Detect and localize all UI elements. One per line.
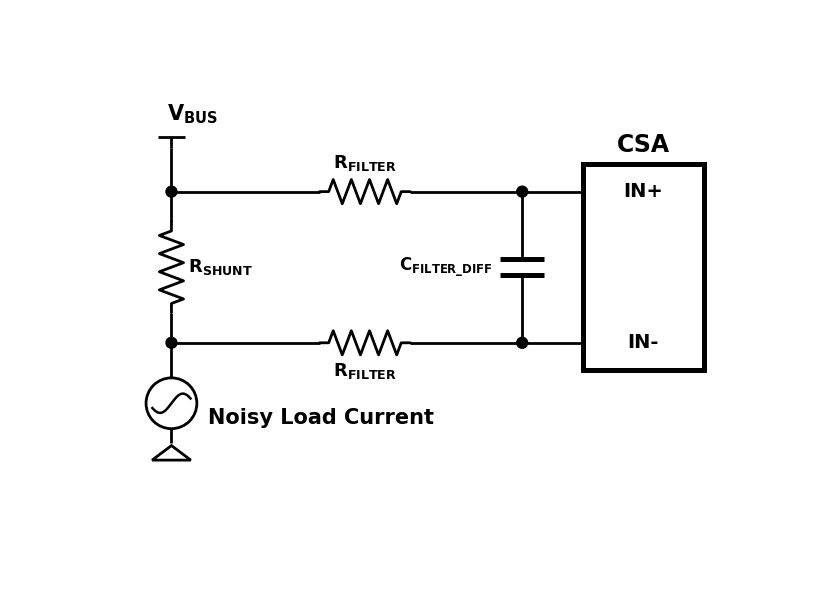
Text: R$_{\mathregular{SHUNT}}$: R$_{\mathregular{SHUNT}}$ [188,257,253,277]
Text: V$_{\mathregular{BUS}}$: V$_{\mathregular{BUS}}$ [166,102,217,126]
Text: IN+: IN+ [623,182,663,201]
Circle shape [166,337,177,348]
Circle shape [517,186,528,197]
Bar [583,164,704,370]
Circle shape [517,337,528,348]
Text: R$_{\mathregular{FILTER}}$: R$_{\mathregular{FILTER}}$ [333,361,397,381]
Text: Noisy Load Current: Noisy Load Current [207,408,434,428]
Text: IN-: IN- [628,333,659,352]
Circle shape [166,186,177,197]
Text: R$_{\mathregular{FILTER}}$: R$_{\mathregular{FILTER}}$ [333,154,397,174]
Text: C$_{\mathregular{FILTER\_DIFF}}$: C$_{\mathregular{FILTER\_DIFF}}$ [400,256,493,279]
Text: CSA: CSA [617,133,670,157]
